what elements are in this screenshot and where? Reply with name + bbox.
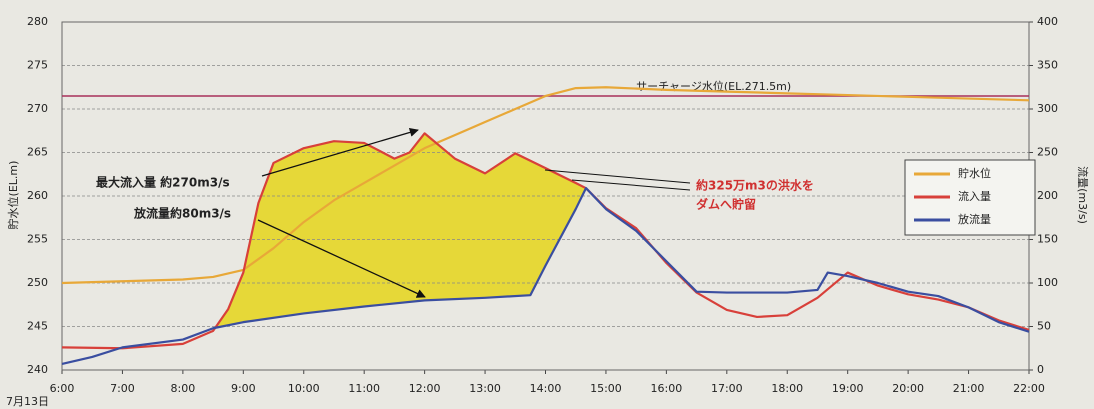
x-tick-label: 20:00 — [892, 382, 924, 395]
y-tick-label: 280 — [27, 15, 48, 28]
x-tick-label: 13:00 — [469, 382, 501, 395]
x-tick-label: 19:00 — [832, 382, 864, 395]
y2-tick-label: 100 — [1037, 276, 1058, 289]
x-tick-label: 18:00 — [771, 382, 803, 395]
x-tick-label: 12:00 — [409, 382, 441, 395]
legend-label: 放流量 — [958, 212, 991, 226]
series-line — [61, 132, 1030, 350]
y2-tick-label: 300 — [1037, 102, 1058, 115]
y2-axis-label: 流量(m3/s) — [1076, 166, 1090, 224]
annotation: ダムへ貯留 — [696, 197, 756, 212]
x-tick-label: 11:00 — [348, 382, 380, 395]
y-tick-label: 255 — [27, 233, 48, 246]
y-tick-label: 265 — [27, 146, 48, 159]
y-tick-label: 275 — [27, 59, 48, 72]
x-tick-label: 22:00 — [1013, 382, 1045, 395]
annotation: 最大流入量 約270m3/s — [96, 175, 230, 190]
series-line — [61, 86, 1030, 285]
x-tick-label: 6:00 — [50, 382, 75, 395]
annotation-leader — [544, 169, 691, 184]
legend-label: 流入量 — [958, 189, 991, 203]
series-line — [61, 187, 1030, 365]
y2-tick-label: 0 — [1037, 363, 1044, 376]
x-tick-label: 9:00 — [231, 382, 256, 395]
y2-tick-label: 400 — [1037, 15, 1058, 28]
x-tick-label: 21:00 — [953, 382, 985, 395]
y-tick-label: 240 — [27, 363, 48, 376]
date-label: 7月13日 — [6, 395, 49, 408]
y-tick-label: 260 — [27, 189, 48, 202]
x-tick-label: 16:00 — [651, 382, 683, 395]
y2-tick-label: 150 — [1037, 233, 1058, 246]
y-axis-label: 貯水位(EL.m) — [6, 161, 20, 230]
plot-area: 240 245 250 255 260 265 270 275 280 0 50 100 150 200 2… — [27, 15, 1058, 395]
legend-label: 貯水位 — [958, 166, 991, 180]
y2-tick-label: 200 — [1037, 189, 1058, 202]
annotation: 約325万m3の洪水を — [696, 178, 814, 193]
x-tick-label: 15:00 — [590, 382, 622, 395]
x-tick-label: 14:00 — [530, 382, 562, 395]
y-tick-label: 245 — [27, 320, 48, 333]
y-tick-label: 250 — [27, 276, 48, 289]
x-tick-label: 8:00 — [171, 382, 196, 395]
y2-tick-label: 50 — [1037, 320, 1051, 333]
y2-tick-label: 250 — [1037, 146, 1058, 159]
annotation-arrow — [257, 219, 426, 298]
annotation-arrow — [261, 127, 419, 177]
x-tick-label: 10:00 — [288, 382, 320, 395]
annotation: 放流量約80m3/s — [133, 206, 231, 221]
x-tick-label: 17:00 — [711, 382, 743, 395]
y2-tick-label: 350 — [1037, 59, 1058, 72]
x-tick-label: 7:00 — [110, 382, 135, 395]
y-tick-label: 270 — [27, 102, 48, 115]
annotation-leader — [571, 179, 691, 191]
